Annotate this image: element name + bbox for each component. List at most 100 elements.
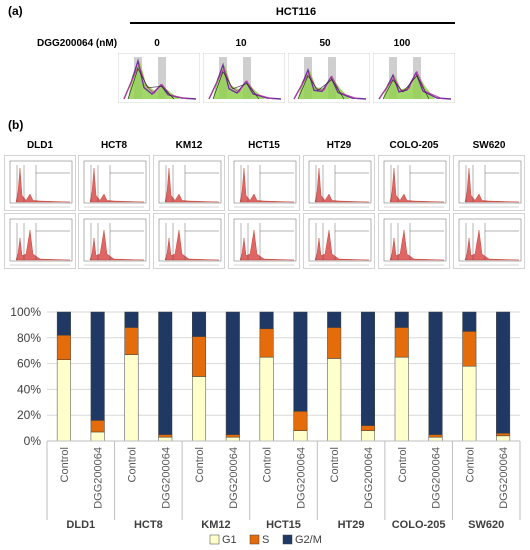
bar-s-7 xyxy=(293,411,308,431)
legend-swatch-2 xyxy=(282,534,293,545)
bar-g2m-9 xyxy=(360,311,375,426)
flow-plot-control-dld1 xyxy=(4,155,76,211)
plot-frame xyxy=(78,155,150,211)
cell-line-header-sw620: SW620 xyxy=(472,140,506,151)
plot-frame xyxy=(4,213,76,269)
x-tick-label: DGG200064 xyxy=(93,447,105,509)
hct116-histogram-row xyxy=(118,53,458,103)
plot-frame xyxy=(78,213,150,269)
bar-s-12 xyxy=(462,331,477,367)
y-tick-label: 100% xyxy=(10,305,41,319)
green-fill xyxy=(383,72,435,99)
bar-s-3 xyxy=(158,434,173,438)
bar-g1-13 xyxy=(496,435,511,442)
bar-g2m-5 xyxy=(225,311,240,435)
flow-cytometry-grid xyxy=(0,155,530,275)
bar-s-2 xyxy=(124,327,139,355)
bar-s-5 xyxy=(225,434,240,438)
bar-g2m-3 xyxy=(158,311,173,435)
legend-label-1: S xyxy=(262,534,269,546)
bar-g1-0 xyxy=(56,359,71,442)
cell-line-header-colo-205: COLO-205 xyxy=(389,140,439,151)
y-tick-label: 60% xyxy=(17,357,41,371)
bar-g2m-2 xyxy=(124,311,139,328)
bar-s-8 xyxy=(327,327,342,359)
plot-axes xyxy=(9,160,73,204)
black-curve xyxy=(297,75,345,100)
plot-axes xyxy=(458,160,522,204)
purple-curve xyxy=(123,58,197,100)
flow-plot-treated-sw620 xyxy=(453,213,525,269)
bar-g2m-0 xyxy=(56,311,71,336)
flow-plot-treated-ht29 xyxy=(303,213,375,269)
dna-histogram xyxy=(239,229,295,261)
x-tick-label: DGG200064 xyxy=(295,447,307,509)
x-tick-label: DGG200064 xyxy=(363,447,375,509)
plot-frame xyxy=(228,155,300,211)
x-tick-label: DGG200064 xyxy=(498,447,510,509)
x-tick-label: DGG200064 xyxy=(228,447,240,509)
legend-swatch-1 xyxy=(249,534,260,545)
dose-axis-label: DGG200064 (nM) xyxy=(37,38,118,49)
plot-axes xyxy=(233,160,297,204)
group-label-km12: KM12 xyxy=(201,519,230,531)
panel-b-label: (b) xyxy=(8,118,24,132)
g2m-gate xyxy=(158,57,166,99)
bar-g2m-10 xyxy=(394,311,409,328)
histogram-dose-50 xyxy=(288,53,370,103)
dna-histogram xyxy=(314,167,370,203)
dna-histogram xyxy=(15,167,71,203)
cell-line-headers: DLD1 HCT8 KM12 HCT15 HT29 COLO-205 SW620 xyxy=(0,140,530,154)
plot-axes xyxy=(308,218,372,262)
plot-axes xyxy=(158,160,222,204)
dna-histogram xyxy=(464,167,520,203)
flow-plot-control-sw620 xyxy=(453,155,525,211)
x-tick-label: Control xyxy=(126,447,138,482)
x-tick-label: Control xyxy=(329,447,341,482)
bar-g1-12 xyxy=(462,365,477,442)
group-label-colo-205: COLO-205 xyxy=(392,519,446,531)
plot-frame xyxy=(303,155,375,211)
bar-g1-8 xyxy=(327,358,342,442)
bar-s-4 xyxy=(192,336,207,377)
flow-plot-control-km12 xyxy=(153,155,225,211)
plot-axes xyxy=(383,218,447,262)
bar-g2m-6 xyxy=(259,311,274,330)
plot-axes xyxy=(9,218,73,262)
histogram-dose-0 xyxy=(118,53,200,103)
flow-plot-control-colo-205 xyxy=(378,155,450,211)
dna-histogram xyxy=(15,229,71,261)
purple-curve xyxy=(208,62,282,100)
cell-line-header-hct15: HCT15 xyxy=(248,140,280,151)
bar-g1-1 xyxy=(90,431,105,442)
dna-histogram xyxy=(89,167,145,203)
plot-frame xyxy=(378,155,450,211)
histogram-dose-10 xyxy=(203,53,285,103)
plot-frame xyxy=(153,213,225,269)
plot-axes xyxy=(233,218,297,262)
flow-plot-treated-hct15 xyxy=(228,213,300,269)
bar-s-13 xyxy=(496,433,511,437)
y-tick-label: 0% xyxy=(24,434,42,448)
dna-histogram xyxy=(239,167,295,203)
bar-s-0 xyxy=(56,334,71,360)
bar-g1-11 xyxy=(428,436,443,442)
dna-histogram xyxy=(314,229,370,261)
group-label-hct8: HCT8 xyxy=(134,519,163,531)
plot-frame xyxy=(453,213,525,269)
bar-g2m-7 xyxy=(293,311,308,412)
bar-g2m-11 xyxy=(428,311,443,435)
bar-g1-9 xyxy=(360,430,375,442)
plot-frame xyxy=(453,155,525,211)
bar-g1-6 xyxy=(259,356,274,442)
purple-curve xyxy=(293,68,367,100)
plot-frame xyxy=(153,155,225,211)
flow-plot-control-ht29 xyxy=(303,155,375,211)
dose-label-10: 10 xyxy=(235,38,247,49)
black-curve xyxy=(382,74,430,100)
legend-label-2: G2/M xyxy=(295,534,322,546)
plot-axes xyxy=(158,218,222,262)
treatment-bar xyxy=(130,22,455,24)
dna-histogram xyxy=(164,229,220,261)
x-tick-label: Control xyxy=(194,447,206,482)
